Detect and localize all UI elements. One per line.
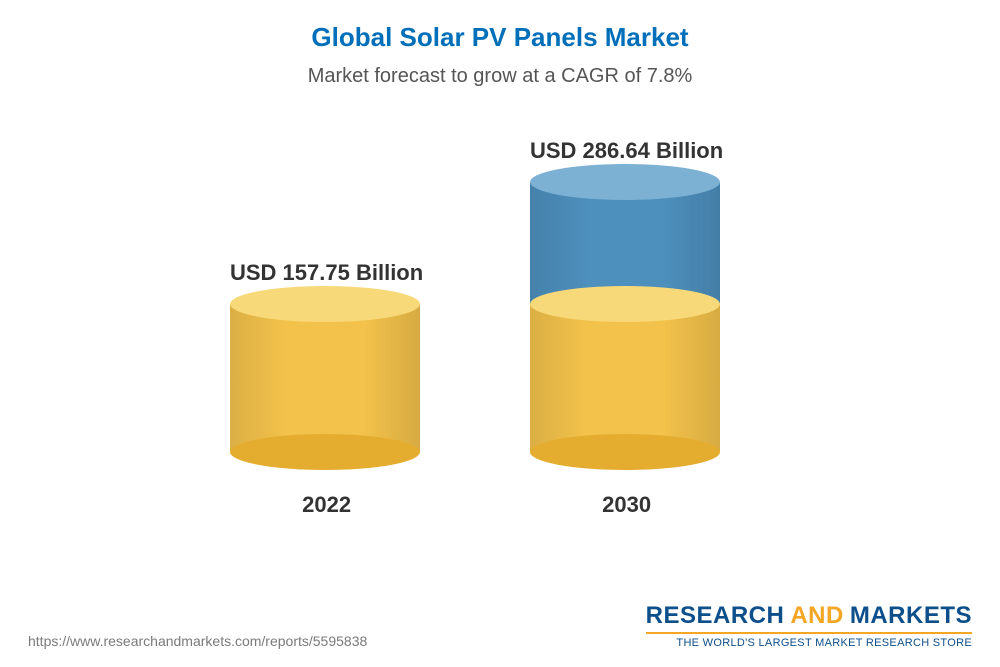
cylinder-segment-base — [230, 304, 420, 452]
cylinder-top-ellipse — [530, 164, 720, 200]
cylinder-2030 — [530, 182, 720, 452]
brand-tagline: THE WORLD'S LARGEST MARKET RESEARCH STOR… — [646, 632, 972, 649]
chart-area: USD 157.75 Billion 2022 USD 286.64 Billi… — [0, 98, 1000, 538]
year-label-2022: 2022 — [230, 492, 423, 518]
brand-part-1: RESEARCH — [646, 602, 785, 629]
cylinder-segment-base — [530, 304, 720, 452]
cylinder-mid-ellipse — [530, 286, 720, 322]
brand-part-3: MARKETS — [850, 602, 972, 629]
value-label-2030: USD 286.64 Billion — [530, 138, 723, 164]
cylinder-bottom-ellipse — [530, 434, 720, 470]
cylinder-top-ellipse — [230, 286, 420, 322]
cylinder-bottom-ellipse — [230, 434, 420, 470]
source-url: https://www.researchandmarkets.com/repor… — [28, 633, 367, 649]
value-label-2022: USD 157.75 Billion — [230, 260, 423, 286]
chart-title: Global Solar PV Panels Market — [0, 0, 1000, 53]
brand-name: RESEARCHANDMARKETS — [646, 602, 972, 630]
bar-2030: USD 286.64 Billion 2030 — [530, 138, 723, 518]
bar-2022: USD 157.75 Billion 2022 — [230, 260, 423, 518]
chart-subtitle: Market forecast to grow at a CAGR of 7.8… — [0, 65, 1000, 88]
brand-part-2: AND — [790, 602, 844, 629]
cylinder-2022 — [230, 304, 420, 452]
brand-logo: RESEARCHANDMARKETS THE WORLD'S LARGEST M… — [646, 602, 972, 649]
footer: https://www.researchandmarkets.com/repor… — [0, 602, 1000, 649]
year-label-2030: 2030 — [530, 492, 723, 518]
